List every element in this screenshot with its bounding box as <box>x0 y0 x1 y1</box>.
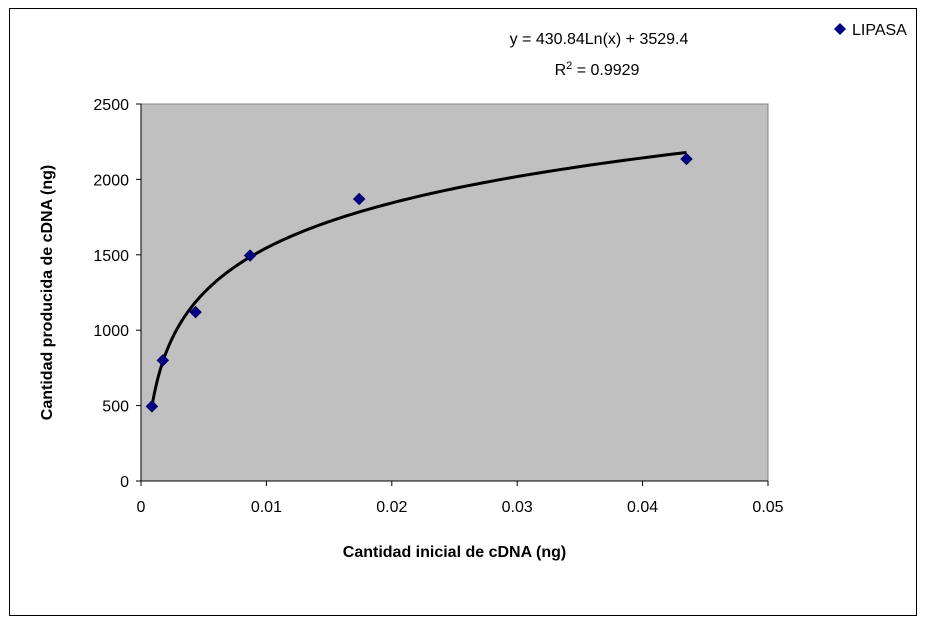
y-tick-label: 1000 <box>93 323 129 340</box>
y-axis-ticks: 0 500 1000 1500 2000 2500 <box>93 97 141 491</box>
x-tick-label: 0.03 <box>502 499 533 516</box>
x-tick-label: 0.04 <box>627 499 658 516</box>
trendline-r2: R2 = 0.9929 <box>555 60 640 79</box>
legend-marker-diamond <box>834 23 846 35</box>
plot-area <box>140 103 769 482</box>
trendline-equation: y = 430.84Ln(x) + 3529.4 <box>510 31 689 48</box>
r2-prefix: R <box>555 62 567 79</box>
data-point <box>243 249 257 262</box>
r2-superscript: 2 <box>566 60 572 72</box>
data-point <box>145 400 159 413</box>
data-point <box>352 192 366 206</box>
x-tick-label: 0.01 <box>251 499 282 516</box>
data-point <box>156 354 170 367</box>
y-tick-label: 2500 <box>93 97 129 114</box>
x-axis-ticks: 0 0.01 0.02 0.03 0.04 0.05 <box>137 481 784 516</box>
y-tick-label: 2000 <box>93 172 129 189</box>
x-tick-label: 0 <box>137 499 146 516</box>
y-tick-label: 500 <box>102 399 129 416</box>
legend: LIPASA <box>834 22 907 39</box>
r2-suffix: = 0.9929 <box>572 62 639 79</box>
x-tick-label: 0.02 <box>376 499 407 516</box>
data-point <box>680 152 693 166</box>
legend-label: LIPASA <box>852 22 907 39</box>
x-axis-title: Cantidad inicial de cDNA (ng) <box>343 544 566 561</box>
y-tick-label: 0 <box>120 474 129 491</box>
x-tick-label: 0.05 <box>752 499 783 516</box>
y-tick-label: 1500 <box>93 248 129 265</box>
y-axis-title: Cantidad producida de cDNA (ng) <box>39 165 56 420</box>
data-points <box>145 152 693 413</box>
data-point <box>189 305 202 319</box>
